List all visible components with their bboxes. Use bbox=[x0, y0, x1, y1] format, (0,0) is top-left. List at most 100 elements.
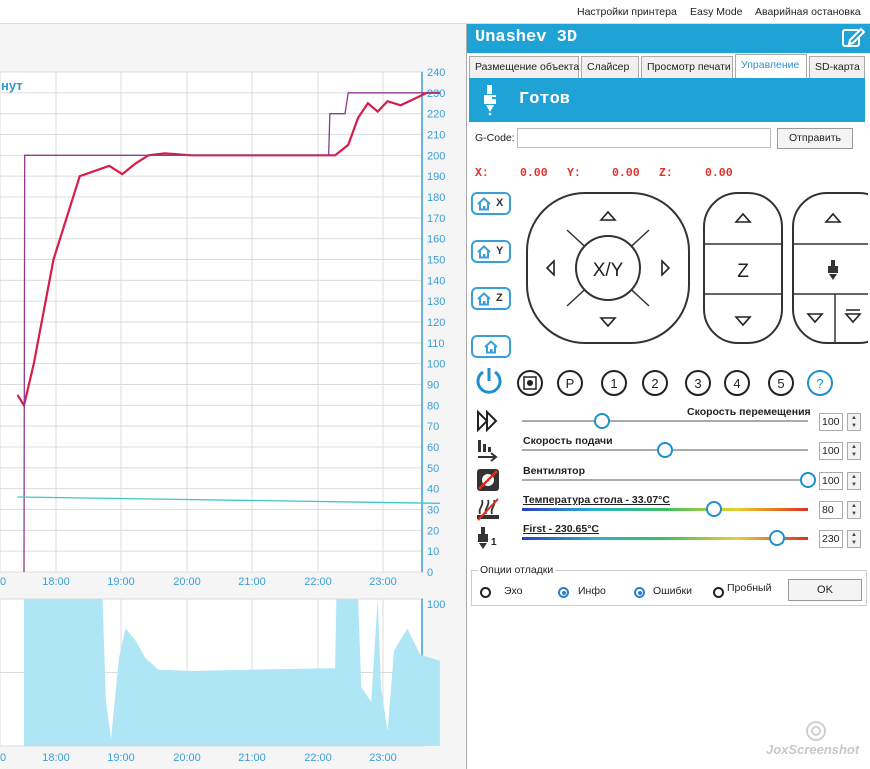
slider-spinner[interactable]: ▲ ▼ bbox=[847, 530, 861, 548]
printer-settings-button[interactable]: Настройки принтера bbox=[577, 6, 677, 18]
y-tick-label: 10 bbox=[427, 546, 439, 558]
send-button[interactable]: Отправить bbox=[777, 128, 853, 149]
extrude-down-icon[interactable] bbox=[844, 309, 862, 324]
slider-label: Скорость подачи bbox=[523, 435, 613, 447]
slider-value-input[interactable]: 230 bbox=[819, 530, 843, 548]
emergency-stop-button[interactable]: Аварийная остановка bbox=[755, 6, 861, 18]
y-tick-label: 120 bbox=[427, 317, 445, 329]
slider-spinner[interactable]: ▲ ▼ bbox=[847, 472, 861, 490]
x-tick-label: 21:00 bbox=[238, 752, 266, 764]
jog-x-plus-icon[interactable] bbox=[661, 259, 671, 277]
watermark: JoxScreenshot bbox=[766, 718, 866, 768]
tab-slicer[interactable]: Слайсер bbox=[581, 56, 639, 78]
tab-control[interactable]: Управление bbox=[735, 54, 807, 79]
jog-y-plus-icon[interactable] bbox=[599, 210, 617, 221]
slider-value-input[interactable]: 100 bbox=[819, 472, 843, 490]
help-button[interactable]: ? bbox=[807, 370, 833, 396]
slider-spinner[interactable]: ▲ ▼ bbox=[847, 413, 861, 431]
y-tick-label: 180 bbox=[427, 192, 445, 204]
y-tick-label: 130 bbox=[427, 296, 445, 308]
status-banner: Готов bbox=[469, 78, 865, 122]
chart-title-fragment: нут bbox=[1, 78, 23, 93]
round-button-5[interactable]: 5 bbox=[768, 370, 794, 396]
y-tick-label: 90 bbox=[427, 380, 439, 392]
home-all-button[interactable] bbox=[471, 335, 511, 358]
y-tick-label: 100 bbox=[427, 359, 445, 371]
charts-svg: 0 10 20 30 40 50 60 70 80 90 100 110 120 130 140 150 160… bbox=[0, 67, 445, 764]
extruder-jog-pad[interactable] bbox=[792, 192, 868, 344]
panel-header: Unashev 3D bbox=[467, 24, 870, 53]
slider-track[interactable] bbox=[522, 537, 808, 540]
debug-dryrun-radio[interactable] bbox=[713, 587, 724, 598]
slider-track[interactable] bbox=[522, 508, 808, 511]
y-label: Y: bbox=[567, 167, 581, 180]
y-tick-label: 160 bbox=[427, 234, 445, 246]
round-button-4[interactable]: 4 bbox=[724, 370, 750, 396]
round-button-1[interactable]: 1 bbox=[601, 370, 627, 396]
slider-value-input[interactable]: 100 bbox=[819, 442, 843, 460]
home-z-button[interactable]: Z bbox=[471, 287, 511, 310]
y-tick-label: 60 bbox=[427, 442, 439, 454]
debug-echo-radio[interactable] bbox=[480, 587, 491, 598]
y-tick-label: 30 bbox=[427, 505, 439, 517]
x-tick-label: 23:00 bbox=[369, 752, 397, 764]
x-tick-label: 18:00 bbox=[42, 576, 70, 588]
slider-value-input[interactable]: 80 bbox=[819, 501, 843, 519]
jog-z-up-icon[interactable] bbox=[734, 212, 752, 223]
z-jog-pad[interactable]: Z bbox=[703, 192, 783, 344]
slider-value-input[interactable]: 100 bbox=[819, 413, 843, 431]
x-tick-label: 0 bbox=[0, 576, 6, 588]
slider-knob[interactable] bbox=[705, 501, 722, 517]
slider-feed-rate: Скорость подачи 100 ▲ ▼ bbox=[467, 435, 870, 465]
fast-forward-icon bbox=[477, 409, 498, 433]
slider-track[interactable] bbox=[522, 420, 808, 422]
y-tick-label: 170 bbox=[427, 213, 445, 225]
tab-print-preview[interactable]: Просмотр печати bbox=[641, 56, 733, 78]
slider-knob[interactable] bbox=[800, 472, 816, 488]
power-icon[interactable] bbox=[476, 368, 502, 394]
home-x-button[interactable]: X bbox=[471, 192, 511, 215]
y-tick-label: 20 bbox=[427, 525, 439, 537]
easy-mode-button[interactable]: Easy Mode bbox=[690, 6, 743, 18]
jog-x-minus-icon[interactable] bbox=[545, 259, 555, 277]
extrude-up-icon[interactable] bbox=[824, 212, 842, 223]
slider-bed-temperature: Температура стола - 33.07°C 80 ▲ ▼ bbox=[467, 494, 870, 524]
temperature-charts: 0 10 20 30 40 50 60 70 80 90 100 110 120 130 140 150 160… bbox=[0, 24, 466, 769]
tab-object-placement[interactable]: Размещение объекта bbox=[469, 56, 579, 78]
edit-icon[interactable] bbox=[841, 27, 865, 49]
slider-knob[interactable] bbox=[657, 442, 673, 458]
watermark-logo-icon bbox=[806, 721, 826, 741]
jog-y-minus-icon[interactable] bbox=[599, 317, 617, 328]
slider-knob[interactable] bbox=[594, 413, 611, 429]
y-tick-label: 110 bbox=[427, 338, 445, 350]
gcode-input[interactable] bbox=[517, 128, 771, 148]
watermark-text: JoxScreenshot bbox=[766, 742, 860, 757]
x-tick-label: 21:00 bbox=[238, 576, 266, 588]
series-line-1 bbox=[23, 92, 440, 573]
ok-button[interactable]: OK bbox=[788, 579, 862, 601]
z-label: Z: bbox=[659, 167, 673, 180]
camera-icon[interactable] bbox=[517, 370, 543, 396]
y-value: 0.00 bbox=[612, 167, 640, 180]
y-tick-label: 80 bbox=[427, 400, 439, 412]
round-button-2[interactable]: 2 bbox=[642, 370, 668, 396]
debug-errors-radio[interactable] bbox=[634, 587, 645, 598]
round-button-label: 2 bbox=[651, 376, 658, 391]
x-tick-label: 23:00 bbox=[369, 576, 397, 588]
home-y-button[interactable]: Y bbox=[471, 240, 511, 263]
control-panel: Unashev 3D Размещение объекта Слайсер Пр… bbox=[466, 24, 870, 769]
x-tick-label: 19:00 bbox=[107, 576, 135, 588]
slider-track[interactable] bbox=[522, 479, 808, 481]
round-button-p[interactable]: P bbox=[557, 370, 583, 396]
slider-spinner[interactable]: ▲ ▼ bbox=[847, 501, 861, 519]
heated-bed-icon bbox=[477, 498, 499, 521]
retract-icon[interactable] bbox=[806, 313, 824, 324]
jog-z-down-icon[interactable] bbox=[734, 316, 752, 327]
xy-jog-pad[interactable]: X/Y bbox=[526, 192, 690, 344]
slider-spinner[interactable]: ▲ ▼ bbox=[847, 442, 861, 460]
tab-sd-card[interactable]: SD-карта bbox=[809, 56, 865, 78]
printer-name: Unashev 3D bbox=[475, 28, 578, 47]
round-button-3[interactable]: 3 bbox=[685, 370, 711, 396]
slider-knob[interactable] bbox=[768, 530, 785, 546]
debug-info-radio[interactable] bbox=[558, 587, 569, 598]
